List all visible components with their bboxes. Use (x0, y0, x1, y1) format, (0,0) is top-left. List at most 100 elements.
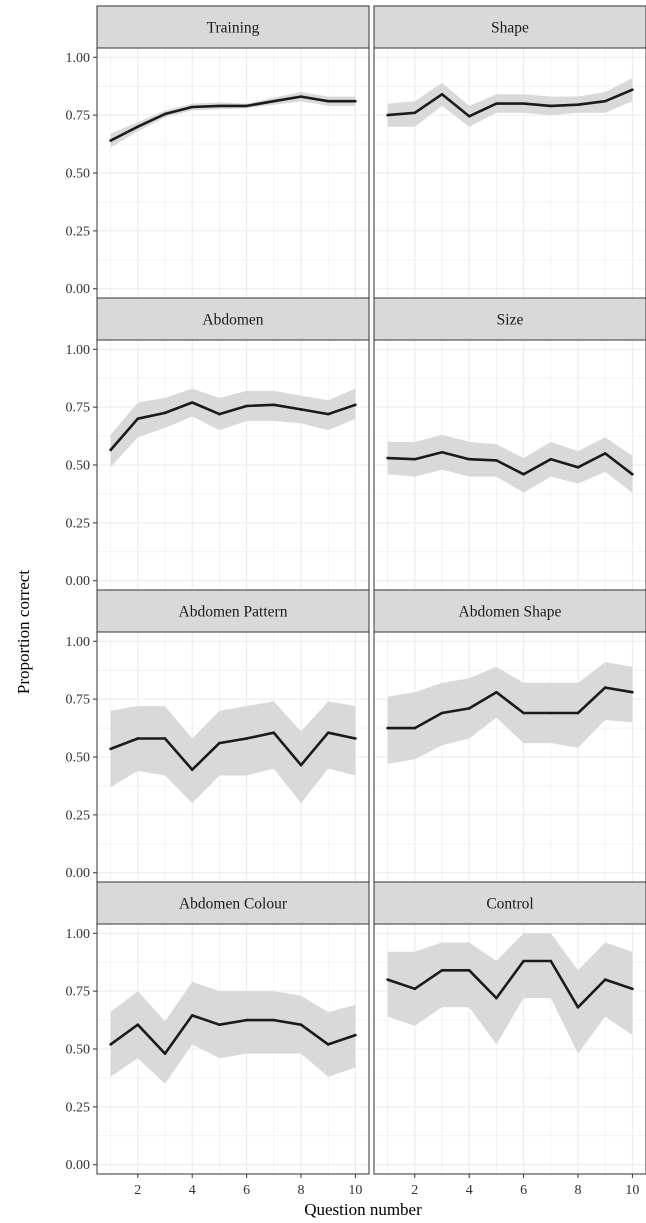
data-point (163, 112, 167, 116)
x-tick-label: 8 (575, 1183, 582, 1198)
data-point (218, 741, 221, 745)
y-tick-label: 0.50 (66, 459, 91, 474)
y-tick-label: 1.00 (66, 343, 91, 358)
x-tick-label: 4 (466, 1183, 473, 1198)
panel-control: Control 2 4 6 8 10 (373, 881, 646, 1198)
data-point (495, 102, 498, 105)
y-tick-label: 0.25 (66, 224, 91, 239)
data-point (245, 1018, 248, 1022)
data-point (299, 95, 303, 98)
series-line (387, 450, 634, 476)
data-point (163, 411, 167, 415)
data-point (354, 1033, 357, 1037)
data-point (136, 125, 140, 129)
data-point (245, 404, 248, 408)
panel-size: Size (373, 297, 646, 591)
strip-abdomen (96, 297, 370, 341)
data-point (218, 104, 221, 108)
data-point (603, 686, 607, 689)
data-point (218, 1023, 221, 1026)
data-point (522, 472, 525, 476)
data-point (467, 968, 471, 972)
data-point (386, 113, 389, 117)
data-point (190, 768, 194, 772)
data-point (440, 450, 444, 454)
data-point (576, 103, 580, 107)
y-tick-label: 0.50 (66, 167, 91, 182)
data-point (440, 968, 444, 972)
confidence-ribbon (387, 434, 633, 493)
strip-abdomen-pattern (96, 589, 370, 633)
confidence-ribbon (387, 662, 633, 764)
data-point (190, 401, 194, 404)
y-tick-label: 0.50 (66, 1043, 91, 1058)
confidence-ribbon (110, 701, 356, 804)
data-point (495, 459, 498, 462)
strip-abdomen-colour (96, 881, 370, 925)
data-point (495, 690, 498, 694)
data-point (549, 457, 553, 461)
data-point (413, 111, 417, 115)
y-tick-label: 0.00 (66, 282, 91, 297)
series-line (110, 95, 356, 142)
strip-label: Control (486, 896, 533, 913)
y-tick-label: 0.75 (66, 693, 91, 708)
y-axis-title: Proportion correct (14, 570, 33, 694)
strip-label: Abdomen Shape (459, 604, 562, 621)
y-tick-label: 0.75 (66, 985, 91, 1000)
y-tick-label: 0.75 (66, 401, 91, 416)
panel-abdomen-shape: Abdomen Shape (373, 589, 646, 883)
data-point (163, 1052, 167, 1055)
data-point (413, 726, 417, 730)
x-tick-label: 6 (243, 1183, 250, 1198)
data-point (549, 959, 553, 963)
data-point (522, 711, 525, 715)
data-point (109, 139, 112, 142)
data-point (549, 104, 553, 108)
strip-label: Abdomen (202, 312, 263, 329)
data-point (631, 472, 634, 476)
data-point (299, 408, 303, 411)
data-point (272, 1018, 276, 1022)
data-point (467, 707, 471, 710)
data-point (631, 987, 634, 991)
data-point (603, 452, 607, 455)
data-point (354, 403, 357, 407)
panel-abdomen-colour: Abdomen Colour 0.00 0.25 0.50 0.75 1.00 2 4 6 8 10 (66, 881, 370, 1198)
series-line (109, 1014, 356, 1055)
strip-label: Shape (491, 20, 529, 37)
data-point (272, 731, 276, 734)
strip-label: Abdomen Pattern (179, 604, 288, 621)
data-point (386, 978, 389, 981)
data-point (467, 457, 471, 461)
x-tick-label: 2 (134, 1183, 141, 1198)
x-axis-title: Question number (304, 1200, 422, 1219)
data-point (326, 731, 330, 734)
data-point (413, 457, 417, 461)
data-point (522, 102, 525, 105)
data-point (549, 711, 553, 715)
data-point (354, 99, 357, 103)
data-point (440, 92, 444, 96)
series-line (110, 731, 356, 772)
panel-border (373, 923, 646, 1175)
y-tick-label: 0.25 (66, 808, 91, 823)
panel-training: Training 0.00 0.25 0.50 0.75 1.00 (66, 5, 370, 299)
y-tick-label: 0.50 (66, 751, 91, 766)
data-point (576, 711, 580, 715)
y-tick-label: 0.25 (66, 1100, 91, 1115)
data-point (603, 99, 607, 103)
y-tick-label: 1.00 (66, 927, 91, 942)
data-point (495, 996, 498, 1000)
x-tick-label: 6 (520, 1183, 527, 1198)
strip-shape (373, 5, 646, 49)
data-point (245, 737, 248, 740)
data-point (272, 99, 276, 103)
data-point (272, 403, 276, 407)
strip-control (373, 881, 646, 925)
confidence-ribbon (387, 933, 633, 1054)
series-line (387, 686, 633, 730)
confidence-ribbon (110, 92, 356, 148)
x-tick-label: 10 (348, 1183, 362, 1198)
data-point (190, 1014, 194, 1017)
